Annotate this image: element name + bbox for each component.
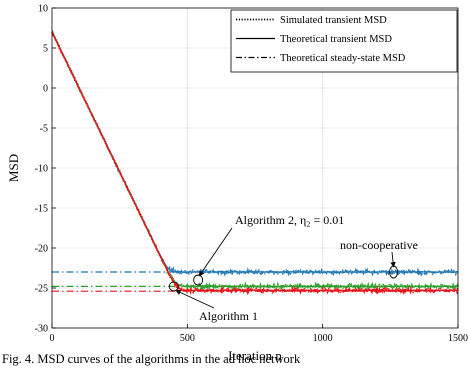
x-tick-label: 0 [50,333,55,344]
x-tick-label: 1000 [313,333,333,344]
annotation-arrow [175,289,215,309]
y-tick-label: 0 [43,84,48,95]
x-tick-label: 500 [180,333,195,344]
legend-box [230,9,458,73]
annotation-arrow [390,251,396,268]
legend-label: Simulated transient MSD [280,15,387,26]
y-tick-label: -10 [35,164,48,175]
x-axis-title: Iteration n [228,348,282,363]
legend: Simulated transient MSD Theoretical trans… [230,9,458,73]
legend-label: Theoretical steady-state MSD [280,53,406,64]
annotation-arrow [198,227,233,277]
x-tick-label: 1500 [448,333,468,344]
axis-ticks: 0 500 1000 1500 10 5 0 -5 -10 -15 -20 -25 -30 [35,4,468,345]
y-tick-label: 5 [43,44,48,55]
annotation-label: Algorithm 2, η₂ = 0.01 [235,213,344,227]
y-tick-label: -30 [35,324,48,335]
annotations: Algorithm 2, η₂ = 0.01 non-cooperative Alg… [168,213,418,323]
transient-curves [51,30,459,296]
annotation-label: Algorithm 1 [199,309,258,323]
annotation-circle [168,281,179,292]
annotation-circle [193,274,204,286]
y-axis-title: MSD [6,154,21,182]
y-tick-label: 10 [38,4,48,15]
y-tick-label: -5 [40,124,48,135]
theoretical-curve [51,31,458,291]
legend-label: Theoretical transient MSD [280,34,392,45]
y-tick-label: -25 [35,284,48,295]
y-tick-label: -20 [35,244,48,255]
annotation-label: non-cooperative [340,238,418,252]
figure-caption: Fig. 4. MSD curves of the algorithms in … [2,352,301,366]
y-tick-label: -15 [35,204,48,215]
